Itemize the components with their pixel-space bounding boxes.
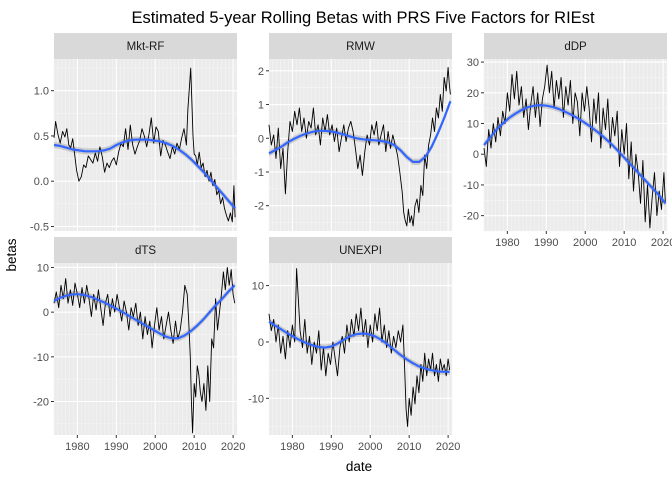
x-tick-label: 2010: [397, 441, 421, 453]
x-tick-label: 2020: [651, 237, 672, 249]
facet-panel-dts: dTS -20 -10 0 10 1980 1990 2000 2010 2020: [33, 237, 245, 453]
x-tick-label: 1990: [534, 237, 558, 249]
x-tick-label: 2000: [143, 441, 167, 453]
y-tick-label: 1.0: [34, 86, 49, 98]
y-tick-label: -20: [33, 396, 49, 408]
series-line-rolling-beta: [268, 66, 451, 227]
x-tick-label: 1980: [495, 237, 519, 249]
x-tick-label: 2010: [182, 441, 206, 453]
x-tick-label: 2000: [573, 237, 597, 249]
facet-strip: [484, 33, 667, 59]
facet-panel-unexpi: UNEXPI -10 0 10 1980 1990 2000 2010 2020: [248, 237, 460, 453]
series-line-rolling-beta: [268, 268, 451, 427]
y-tick-label: 0: [258, 337, 264, 349]
facet-panels: Mkt-RF-0.50.00.51.0RMW-2-1012dDP-20-1001…: [30, 33, 672, 453]
x-tick-label: 1990: [104, 441, 128, 453]
x-tick-label: 2020: [221, 441, 245, 453]
facet-strip: [54, 33, 237, 59]
x-axis-label: date: [346, 459, 372, 474]
y-tick-label: -1: [254, 167, 264, 179]
facet-strip-label: dDP: [564, 41, 587, 53]
facet-strip-label: dTS: [135, 245, 156, 257]
series-line-rolling-beta: [483, 64, 666, 229]
facet-strip-label: UNEXPI: [339, 245, 382, 257]
y-tick-label: 0.0: [34, 176, 49, 188]
y-tick-label: 10: [252, 281, 264, 293]
x-tick-label: 1980: [65, 441, 89, 453]
series-line-rolling-beta: [53, 267, 236, 434]
chart-title: Estimated 5-year Rolling Betas with PRS …: [131, 9, 594, 27]
facet-strip: [54, 237, 237, 263]
series-line-smooth: [53, 284, 236, 340]
facet-strip-label: RMW: [346, 41, 375, 53]
y-tick-label: 0: [258, 133, 264, 145]
y-tick-label: 0: [473, 149, 479, 161]
y-tick-label: 10: [467, 119, 479, 131]
y-tick-label: -2: [254, 201, 264, 213]
y-tick-label: 2: [258, 66, 264, 78]
series-line-smooth: [268, 320, 450, 373]
y-tick-label: -10: [33, 352, 49, 364]
y-tick-label: 0: [43, 307, 49, 319]
y-tick-label: 0.5: [34, 131, 49, 143]
facet-strip-label: Mkt-RF: [127, 41, 165, 53]
x-tick-label: 2020: [436, 441, 460, 453]
series-line-smooth: [53, 138, 236, 210]
facet-strip: [269, 237, 452, 263]
y-tick-label: 30: [467, 57, 479, 69]
y-tick-label: 20: [467, 88, 479, 100]
y-tick-label: -20: [463, 211, 479, 223]
y-tick-label: -0.5: [30, 221, 49, 233]
y-tick-label: 1: [258, 100, 264, 112]
panel-background: [269, 263, 452, 435]
series-line-smooth: [483, 103, 667, 205]
series-line-smooth: [268, 100, 452, 163]
facet-strip: [269, 33, 452, 59]
x-tick-label: 1980: [280, 441, 304, 453]
x-tick-label: 1990: [319, 441, 343, 453]
smooth-confidence-ribbon: [54, 136, 236, 212]
y-tick-label: -10: [248, 393, 264, 405]
x-tick-label: 2000: [358, 441, 382, 453]
panel-background: [484, 59, 667, 231]
facet-panel-ddp: dDP -20 -10 0 10 20 30 1980 1990 2000 2010 2020: [463, 33, 672, 249]
panel-background: [54, 59, 237, 231]
facet-panel-rmw: RMW -2 -1 0 1 2: [254, 33, 453, 231]
y-tick-label: 10: [37, 262, 49, 274]
y-axis-label: betas: [4, 238, 19, 271]
x-tick-label: 2010: [612, 237, 636, 249]
facet-panel-mkt-rf: Mkt-RF -0.5 0.0 0.5 1.0: [30, 33, 238, 233]
y-tick-label: -10: [463, 180, 479, 192]
